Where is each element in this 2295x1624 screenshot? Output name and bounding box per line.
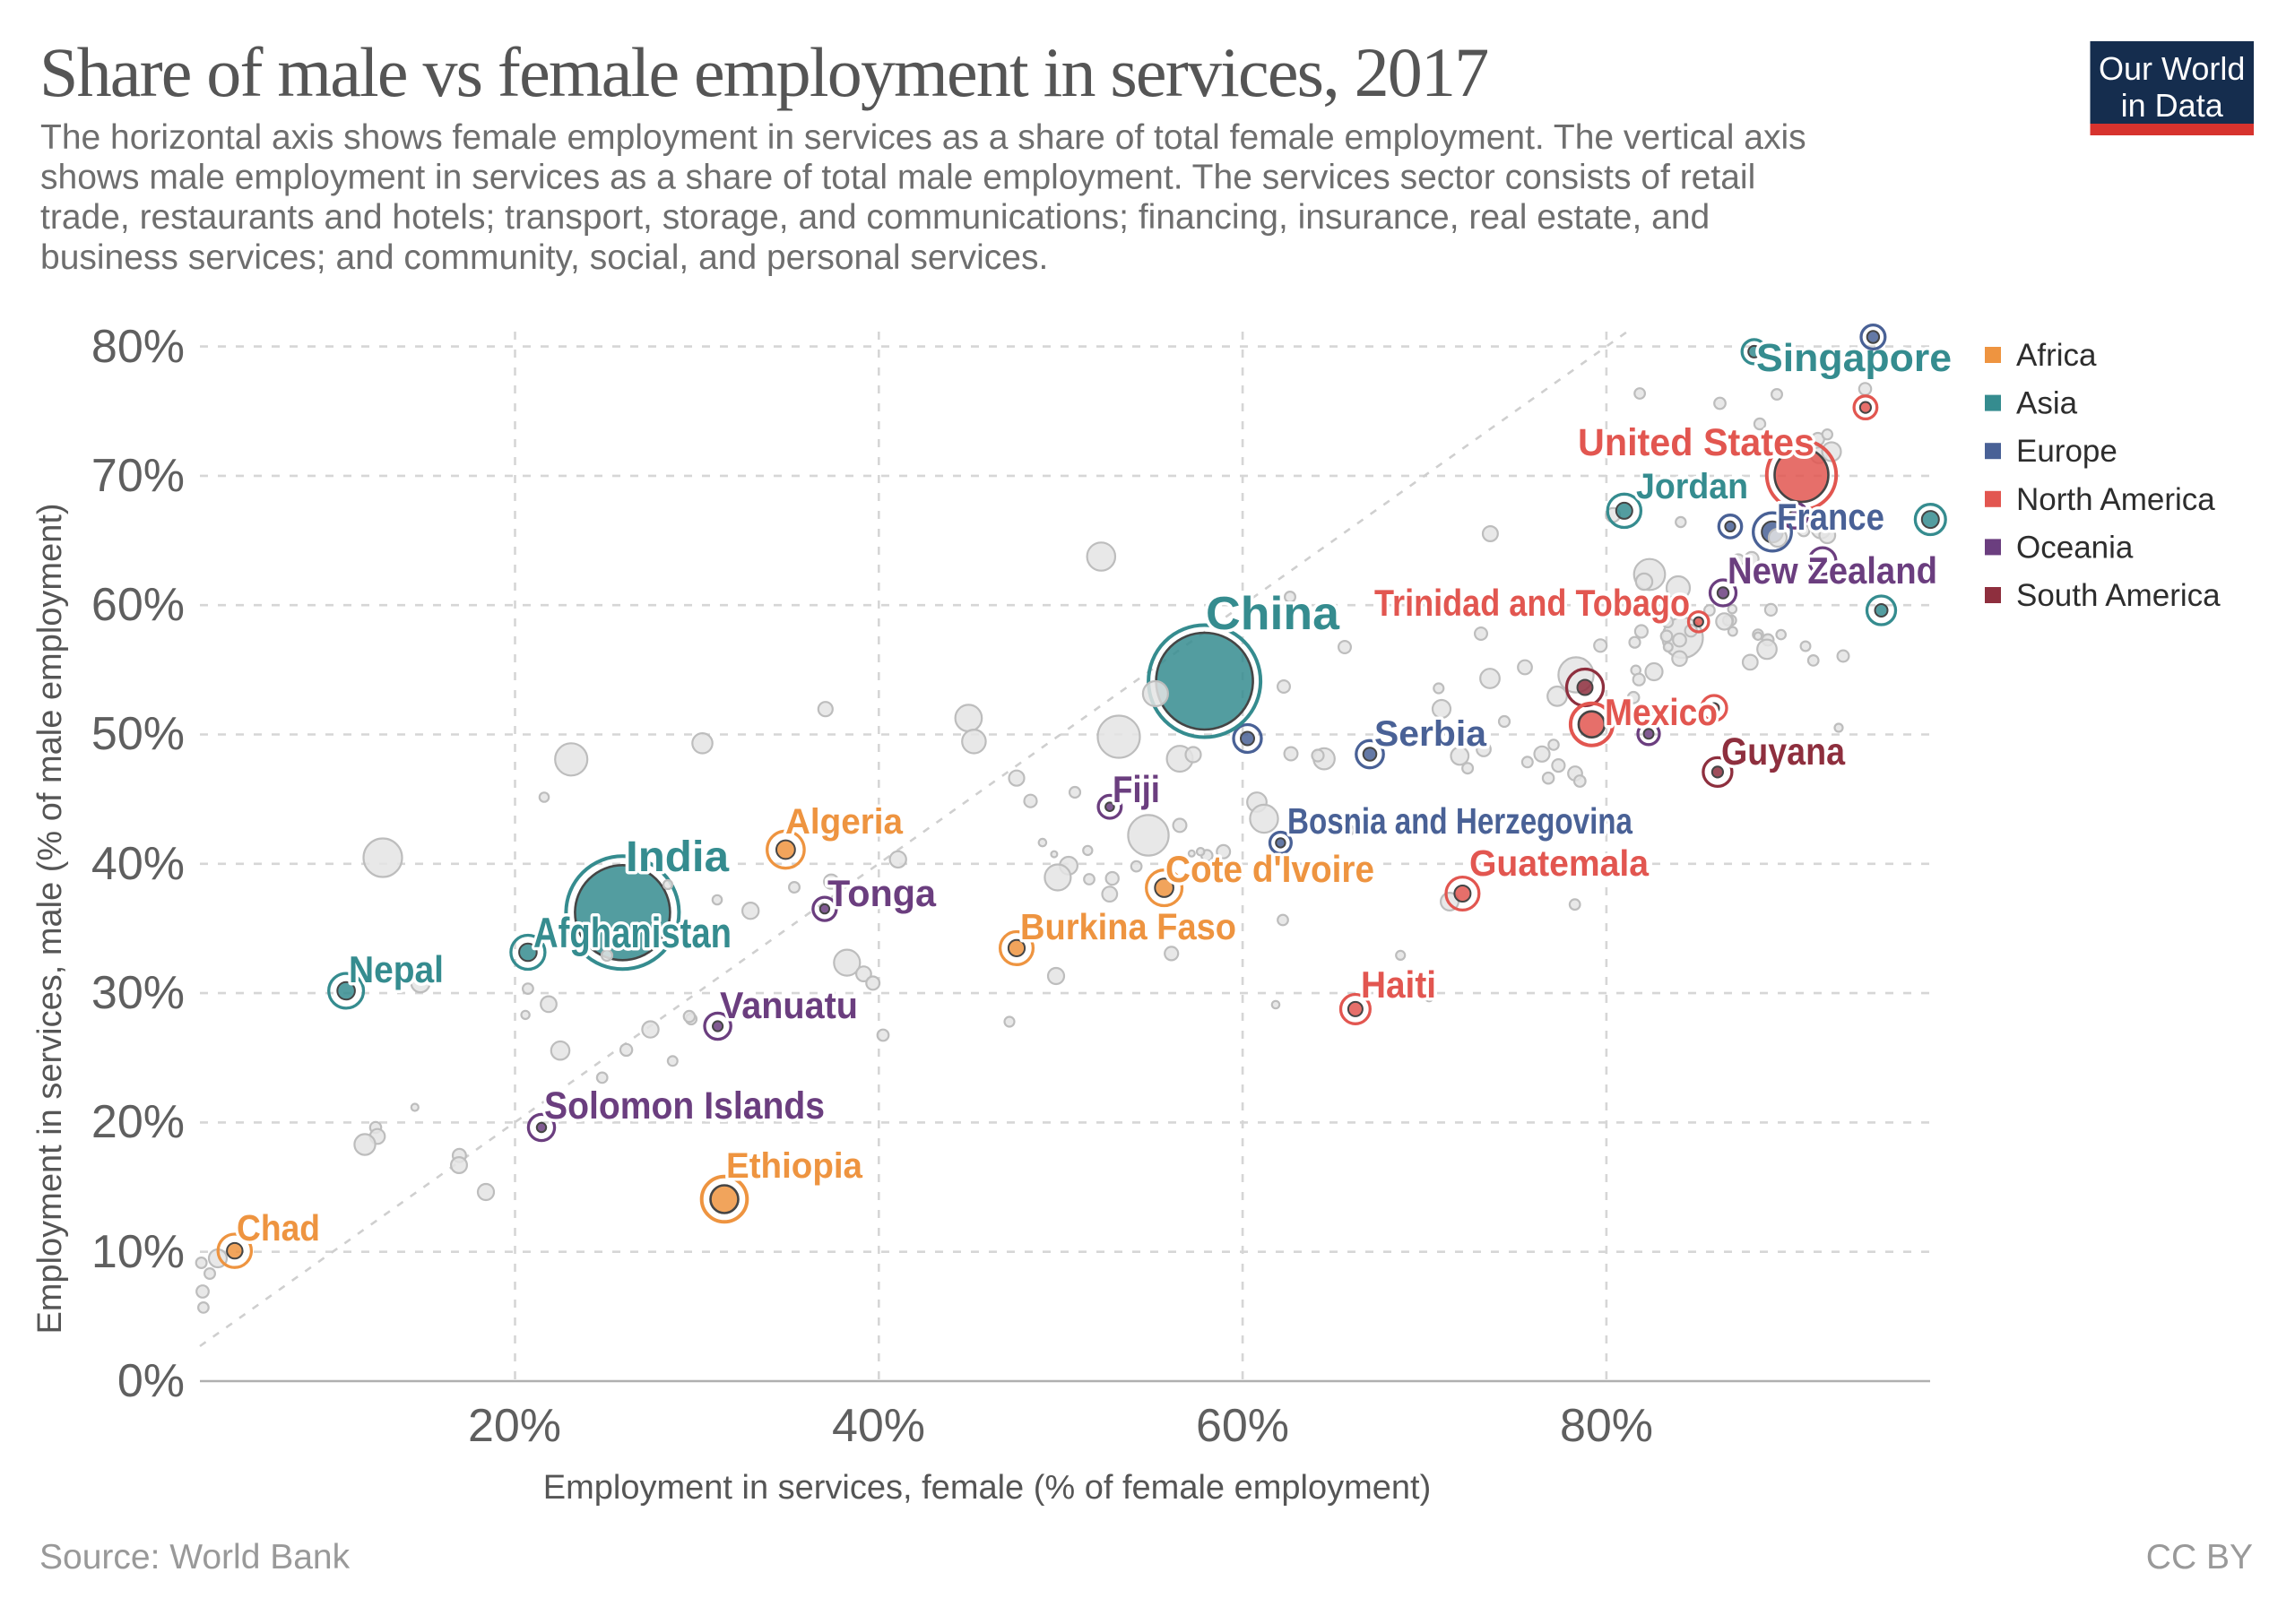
svg-text:in Data: in Data: [2121, 87, 2224, 124]
svg-text:70%: 70%: [91, 450, 185, 502]
svg-text:Share of male vs female employ: Share of male vs female employment in se…: [39, 33, 1487, 111]
svg-text:Ethiopia: Ethiopia: [726, 1146, 863, 1186]
svg-text:30%: 30%: [91, 967, 185, 1019]
svg-text:Singapore: Singapore: [1756, 336, 1952, 380]
svg-text:50%: 50%: [91, 708, 185, 760]
svg-text:Trinidad and Tobago: Trinidad and Tobago: [1374, 582, 1690, 624]
svg-text:20%: 20%: [468, 1400, 561, 1452]
svg-text:South America: South America: [2016, 578, 2221, 613]
svg-text:Employment in services, male (: Employment in services, male (% of male …: [31, 503, 69, 1334]
svg-text:80%: 80%: [91, 321, 185, 373]
svg-text:New Zealand: New Zealand: [1728, 549, 1937, 592]
svg-text:North America: North America: [2016, 482, 2215, 517]
svg-text:Nepal: Nepal: [349, 948, 444, 990]
svg-text:France: France: [1777, 496, 1884, 538]
svg-text:CC BY: CC BY: [2146, 1538, 2253, 1576]
svg-text:Burkina Faso: Burkina Faso: [1020, 906, 1236, 947]
svg-text:10%: 10%: [91, 1226, 185, 1278]
svg-text:0%: 0%: [117, 1355, 185, 1407]
svg-text:Cote d'Ivoire: Cote d'Ivoire: [1165, 848, 1374, 890]
svg-text:United States: United States: [1578, 421, 1814, 464]
svg-text:China: China: [1206, 588, 1340, 640]
svg-text:60%: 60%: [1196, 1400, 1289, 1452]
svg-text:Fiji: Fiji: [1113, 768, 1160, 810]
svg-text:60%: 60%: [91, 579, 185, 631]
svg-text:Vanuatu: Vanuatu: [720, 984, 858, 1026]
svg-text:Chad: Chad: [237, 1207, 320, 1248]
svg-text:Solomon Islands: Solomon Islands: [544, 1084, 825, 1127]
svg-text:Jordan: Jordan: [1636, 467, 1748, 506]
svg-text:20%: 20%: [91, 1096, 185, 1148]
svg-text:Algeria: Algeria: [785, 802, 904, 842]
svg-text:India: India: [626, 834, 729, 881]
svg-text:40%: 40%: [832, 1400, 925, 1452]
svg-text:Afghanistan: Afghanistan: [533, 909, 732, 956]
svg-text:Bosnia and Herzegovina: Bosnia and Herzegovina: [1287, 800, 1633, 842]
svg-text:Africa: Africa: [2016, 338, 2097, 373]
svg-text:Mexico: Mexico: [1605, 691, 1718, 733]
svg-text:business services; and communi: business services; and community, social…: [40, 238, 1048, 277]
svg-text:Guyana: Guyana: [1721, 730, 1846, 773]
svg-text:Europe: Europe: [2016, 434, 2117, 469]
svg-text:trade, restaurants and hotels;: trade, restaurants and hotels; transport…: [40, 198, 1710, 237]
svg-text:shows male employment in servi: shows male employment in services as a s…: [40, 159, 1755, 197]
svg-text:Oceania: Oceania: [2016, 530, 2134, 565]
svg-text:Haiti: Haiti: [1361, 963, 1436, 1006]
svg-text:40%: 40%: [91, 838, 185, 890]
svg-text:80%: 80%: [1560, 1400, 1653, 1452]
svg-text:Employment in services, female: Employment in services, female (% of fem…: [543, 1469, 1431, 1507]
svg-text:Tonga: Tonga: [827, 872, 937, 914]
svg-text:Source: World Bank: Source: World Bank: [39, 1538, 351, 1576]
svg-text:Serbia: Serbia: [1374, 714, 1487, 754]
svg-text:The horizontal axis shows fema: The horizontal axis shows female employm…: [40, 118, 1806, 157]
svg-text:Our World: Our World: [2099, 50, 2245, 87]
svg-text:Asia: Asia: [2016, 386, 2078, 421]
svg-text:Guatemala: Guatemala: [1469, 842, 1650, 884]
